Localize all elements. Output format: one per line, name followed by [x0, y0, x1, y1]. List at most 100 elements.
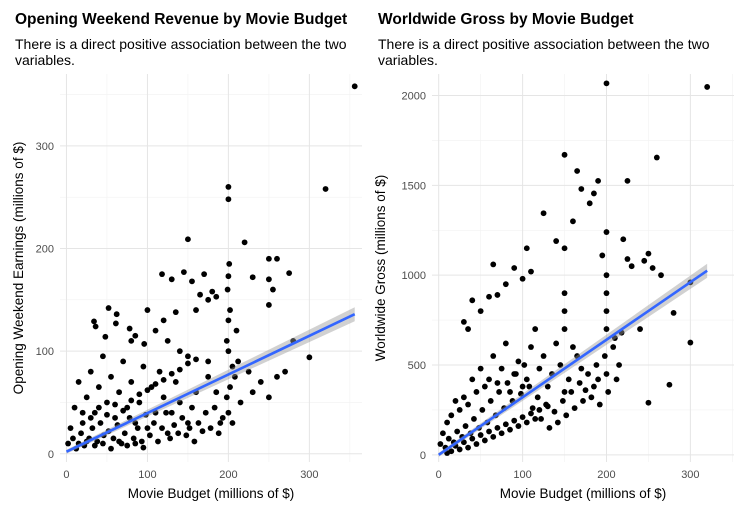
- data-point: [152, 381, 159, 387]
- data-point: [465, 444, 471, 451]
- data-point: [613, 376, 620, 383]
- data-point: [265, 394, 272, 401]
- data-point: [102, 333, 109, 340]
- data-point: [164, 430, 171, 437]
- data-point: [286, 270, 293, 277]
- y-tick-label: 200: [36, 243, 54, 255]
- data-point: [477, 308, 484, 315]
- y-tick-label: 0: [420, 450, 426, 462]
- data-point: [134, 425, 141, 432]
- data-point: [641, 257, 648, 264]
- chart-subtitle: There is a direct positive association b…: [15, 36, 347, 68]
- data-point: [306, 354, 313, 361]
- data-point: [460, 439, 467, 446]
- data-point: [603, 290, 610, 297]
- data-point: [205, 296, 212, 303]
- data-point: [544, 383, 551, 390]
- data-point: [469, 297, 476, 304]
- data-point: [128, 379, 135, 385]
- x-tick-label: 300: [300, 469, 318, 481]
- chart-plot-opening-weekend: 0 100 200 300 0 100 200 300 Movie Budget (millio…: [11, 74, 362, 501]
- data-point: [249, 274, 256, 281]
- data-point: [519, 275, 526, 282]
- y-tick-label: 0: [48, 449, 54, 461]
- data-point: [116, 438, 123, 445]
- data-point: [490, 353, 497, 359]
- data-point: [211, 404, 218, 411]
- data-point: [183, 432, 190, 439]
- data-point: [670, 310, 677, 316]
- data-point: [120, 358, 127, 365]
- data-point: [175, 430, 182, 437]
- data-point: [265, 255, 272, 262]
- data-point: [554, 419, 561, 426]
- data-point: [469, 376, 476, 383]
- data-point: [191, 438, 198, 445]
- data-point: [561, 290, 568, 297]
- data-point: [110, 435, 117, 442]
- data-point: [249, 389, 256, 396]
- data-point: [100, 440, 106, 447]
- data-point: [71, 404, 78, 411]
- data-point: [445, 435, 452, 442]
- data-point: [529, 405, 536, 412]
- data-point: [231, 373, 238, 380]
- data-point: [121, 430, 128, 437]
- chart-subtitle: There is a direct positive association b…: [378, 36, 710, 68]
- data-point: [176, 366, 183, 373]
- x-tick-label: 0: [63, 469, 69, 481]
- chart-panel-opening-weekend: Opening Weekend Revenue by Movie Budget …: [0, 0, 372, 518]
- data-point: [456, 446, 463, 453]
- gridlines: [60, 74, 362, 462]
- data-point: [224, 286, 231, 293]
- data-point: [502, 281, 509, 288]
- data-point: [526, 383, 533, 390]
- data-point: [176, 399, 183, 406]
- data-point: [580, 398, 586, 404]
- data-point: [481, 437, 488, 444]
- data-point: [159, 271, 165, 278]
- data-point: [553, 340, 560, 347]
- data-point: [473, 389, 480, 395]
- data-point: [257, 379, 264, 385]
- data-point: [113, 311, 120, 318]
- data-point: [197, 291, 203, 298]
- data-point: [156, 368, 163, 375]
- data-point: [116, 389, 123, 396]
- data-point: [465, 326, 471, 332]
- data-point: [217, 420, 224, 426]
- data-point: [570, 218, 576, 225]
- data-point: [588, 394, 595, 401]
- data-point: [477, 365, 484, 372]
- data-point: [437, 441, 444, 447]
- data-point: [155, 438, 161, 445]
- data-point: [603, 308, 610, 315]
- data-point: [565, 376, 572, 383]
- data-point: [561, 151, 568, 158]
- data-point: [481, 383, 488, 390]
- data-point: [582, 387, 589, 394]
- data-point: [79, 420, 86, 426]
- data-point: [561, 389, 568, 395]
- data-point: [193, 307, 199, 313]
- data-point: [160, 376, 167, 383]
- data-point: [213, 389, 220, 396]
- data-point: [477, 432, 484, 438]
- data-point: [226, 260, 233, 267]
- data-point: [523, 245, 530, 252]
- data-point: [186, 425, 193, 432]
- data-point: [95, 404, 102, 411]
- data-point: [456, 407, 463, 413]
- data-point: [89, 425, 96, 432]
- data-point: [595, 376, 601, 383]
- data-point: [498, 365, 505, 372]
- data-point: [653, 154, 660, 161]
- data-point: [440, 430, 446, 437]
- data-point: [471, 415, 477, 422]
- data-point: [120, 407, 127, 414]
- data-point: [534, 394, 541, 401]
- data-point: [576, 380, 583, 386]
- data-point: [536, 365, 543, 372]
- data-point: [104, 399, 110, 406]
- y-tick-label: 1500: [402, 180, 426, 192]
